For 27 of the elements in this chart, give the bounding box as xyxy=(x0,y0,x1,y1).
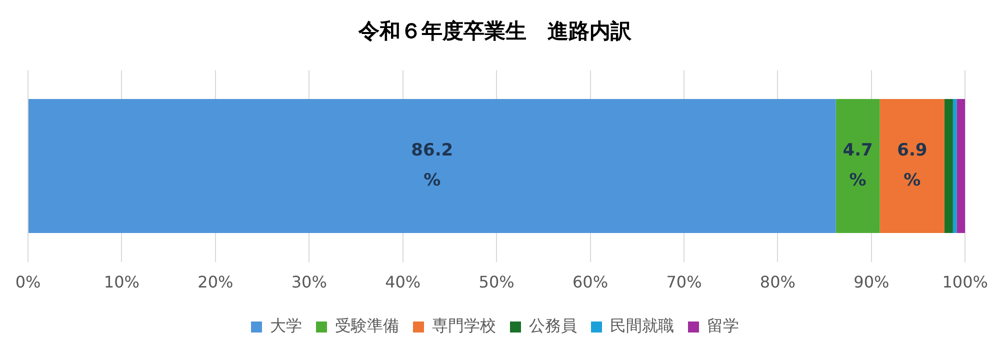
x-tick-label: 40% xyxy=(385,272,421,292)
legend-label: 受験準備 xyxy=(335,316,399,336)
x-tick-label: 60% xyxy=(572,272,608,292)
x-tick-label: 70% xyxy=(666,272,702,292)
x-tick-label: 30% xyxy=(291,272,327,292)
bar xyxy=(952,98,957,234)
chart-title: 令和６年度卒業生 進路内訳 xyxy=(358,19,632,44)
bar xyxy=(836,98,880,234)
x-tick-label: 80% xyxy=(760,272,796,292)
bar xyxy=(880,98,945,234)
bar xyxy=(956,98,966,234)
x-tick-label: 50% xyxy=(478,272,514,292)
legend-label: 大学 xyxy=(270,316,302,336)
legend-label: 専門学校 xyxy=(432,316,496,336)
data-label: 6.9% xyxy=(897,140,928,190)
x-tick-label: 100% xyxy=(942,272,988,292)
bar xyxy=(28,98,836,234)
x-tick-label: 20% xyxy=(198,272,234,292)
legend-label: 留学 xyxy=(707,316,739,336)
legend-label: 民間就職 xyxy=(610,316,674,336)
data-label: 4.7% xyxy=(842,140,873,190)
data-label: 86.2% xyxy=(411,140,454,190)
legend-label: 公務員 xyxy=(529,316,577,336)
x-tick-label: 10% xyxy=(104,272,140,292)
x-tick-label: 0% xyxy=(15,272,41,292)
bar xyxy=(944,98,953,234)
x-tick-label: 90% xyxy=(854,272,890,292)
